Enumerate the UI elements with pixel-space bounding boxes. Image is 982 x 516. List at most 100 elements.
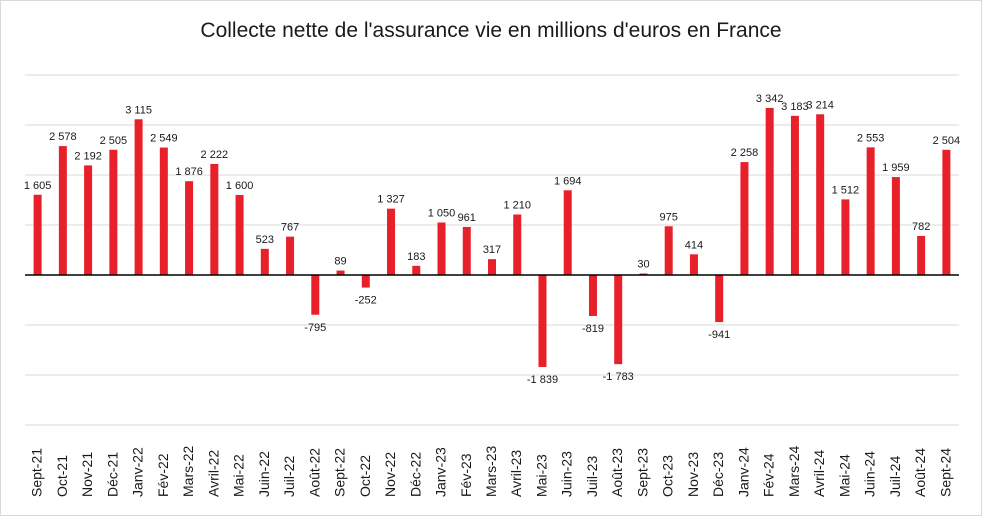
data-label-Mars-22: 1 876 xyxy=(175,166,203,178)
bar-Août-23 xyxy=(614,275,623,365)
x-tick-label-Mai-24: Mai-24 xyxy=(836,454,852,497)
bar-Juin-24 xyxy=(866,147,875,275)
data-label-Sept-21: 1 605 xyxy=(24,180,52,192)
data-label-Mai-23: -1 839 xyxy=(527,374,558,386)
bar-Fév-24 xyxy=(765,107,774,276)
bar-Avril-23 xyxy=(513,214,522,275)
data-label-Nov-22: 1 327 xyxy=(377,194,405,206)
x-tick-label-Avril-22: Avril-22 xyxy=(205,450,221,497)
bar-Sept-24 xyxy=(942,149,951,275)
bar-Mai-22 xyxy=(235,195,244,275)
data-label-Sept-24: 2 504 xyxy=(933,135,961,147)
chart-title: Collecte nette de l'assurance vie en mil… xyxy=(200,19,782,42)
data-label-Déc-21: 2 505 xyxy=(100,135,128,147)
x-tick-label-Sept-24: Sept-24 xyxy=(937,448,953,497)
x-tick-label-Janv-24: Janv-24 xyxy=(735,447,751,497)
bar-Nov-21 xyxy=(84,165,93,275)
x-tick-label-Oct-23: Oct-23 xyxy=(660,455,676,497)
data-label-Août-24: 782 xyxy=(912,221,930,233)
data-label-Mai-22: 1 600 xyxy=(226,180,254,192)
bar-Nov-22 xyxy=(387,208,396,275)
data-label-Oct-21: 2 578 xyxy=(49,131,77,143)
x-tick-label-Janv-23: Janv-23 xyxy=(433,447,449,497)
bar-Juil-23 xyxy=(588,275,597,316)
bar-Oct-22 xyxy=(361,275,370,288)
bar-Sept-22 xyxy=(336,270,345,275)
data-label-Janv-23: 1 050 xyxy=(428,208,456,220)
data-label-Juil-22: 767 xyxy=(281,222,299,234)
bar-Déc-22 xyxy=(412,265,421,275)
x-tick-label-Mars-23: Mars-23 xyxy=(483,445,499,497)
bar-Déc-21 xyxy=(109,149,118,275)
data-label-Janv-24: 2 258 xyxy=(731,147,759,159)
data-label-Oct-23: 975 xyxy=(660,211,678,223)
x-tick-label-Mars-24: Mars-24 xyxy=(786,445,802,497)
x-tick-label-Mars-22: Mars-22 xyxy=(180,445,196,497)
data-label-Sept-22: 89 xyxy=(334,256,346,268)
x-tick-label-Fév-22: Fév-22 xyxy=(155,453,171,497)
data-label-Juil-24: 1 959 xyxy=(882,162,910,174)
data-label-Nov-23: 414 xyxy=(685,239,703,251)
data-label-Fév-23: 961 xyxy=(458,212,476,224)
x-tick-label-Déc-21: Déc-21 xyxy=(104,452,120,497)
data-label-Fév-24: 3 342 xyxy=(756,93,784,105)
data-label-Août-22: -795 xyxy=(304,322,326,334)
x-tick-label-Nov-21: Nov-21 xyxy=(79,452,95,497)
x-tick-label-Mai-23: Mai-23 xyxy=(533,454,549,497)
bar-Oct-21 xyxy=(58,146,67,275)
x-tick-label-Fév-24: Fév-24 xyxy=(761,453,777,497)
data-label-Janv-22: 3 115 xyxy=(125,104,152,116)
bar-Déc-23 xyxy=(715,275,724,323)
data-label-Déc-22: 183 xyxy=(407,251,425,263)
x-tick-label-Oct-21: Oct-21 xyxy=(54,455,70,497)
bar-Mars-24 xyxy=(790,115,799,275)
x-tick-label-Avril-23: Avril-23 xyxy=(508,450,524,497)
x-tick-label-Avril-24: Avril-24 xyxy=(811,450,827,497)
x-tick-label-Oct-22: Oct-22 xyxy=(357,455,373,497)
x-tick-label-Juil-23: Juil-23 xyxy=(584,456,600,497)
x-tick-label-Juil-24: Juil-24 xyxy=(887,456,903,497)
data-label-Mars-24: 3 183 xyxy=(781,101,809,113)
bar-Fév-23 xyxy=(462,226,471,275)
data-label-Nov-21: 2 192 xyxy=(74,150,102,162)
data-label-Mars-23: 317 xyxy=(483,244,501,256)
x-tick-label-Juin-23: Juin-23 xyxy=(559,451,575,497)
x-tick-label-Nov-23: Nov-23 xyxy=(685,452,701,497)
x-tick-label-Juin-22: Juin-22 xyxy=(256,451,272,497)
data-label-Avril-22: 2 222 xyxy=(201,149,229,161)
data-label-Avril-24: 3 214 xyxy=(806,99,834,111)
bar-Avril-22 xyxy=(210,163,219,275)
data-label-Juin-23: 1 694 xyxy=(554,175,582,187)
x-tick-label-Sept-22: Sept-22 xyxy=(332,448,348,497)
bar-Août-24 xyxy=(917,235,926,275)
bar-Juil-22 xyxy=(286,236,295,275)
x-tick-label-Sept-21: Sept-21 xyxy=(29,448,45,497)
bar-Oct-23 xyxy=(664,226,673,275)
x-tick-label-Déc-22: Déc-22 xyxy=(407,452,423,497)
bar-Avril-24 xyxy=(816,114,825,275)
data-label-Août-23: -1 783 xyxy=(603,371,634,383)
data-label-Avril-23: 1 210 xyxy=(503,200,531,212)
bar-Mars-22 xyxy=(185,181,194,275)
bar-Fév-22 xyxy=(159,147,168,275)
x-tick-label-Nov-22: Nov-22 xyxy=(382,452,398,497)
x-tick-label-Mai-22: Mai-22 xyxy=(231,454,247,497)
bar-Mai-24 xyxy=(841,199,850,275)
data-label-Juin-22: 523 xyxy=(256,234,274,246)
x-tick-label-Déc-23: Déc-23 xyxy=(710,452,726,497)
x-tick-label-Sept-23: Sept-23 xyxy=(634,448,650,497)
bar-Juin-22 xyxy=(260,248,269,275)
bar-Août-22 xyxy=(311,275,320,315)
bar-Nov-23 xyxy=(689,254,698,275)
x-tick-label-Juin-24: Juin-24 xyxy=(862,451,878,497)
bar-Mai-23 xyxy=(538,275,547,367)
bar-Mars-23 xyxy=(488,259,496,275)
bar-Janv-22 xyxy=(134,119,143,275)
data-label-Sept-23: 30 xyxy=(637,259,649,271)
x-tick-label-Juil-22: Juil-22 xyxy=(281,456,297,497)
x-tick-label-Août-24: Août-24 xyxy=(912,448,928,497)
x-tick-label-Janv-22: Janv-22 xyxy=(130,447,146,497)
bar-Janv-24 xyxy=(740,162,749,275)
